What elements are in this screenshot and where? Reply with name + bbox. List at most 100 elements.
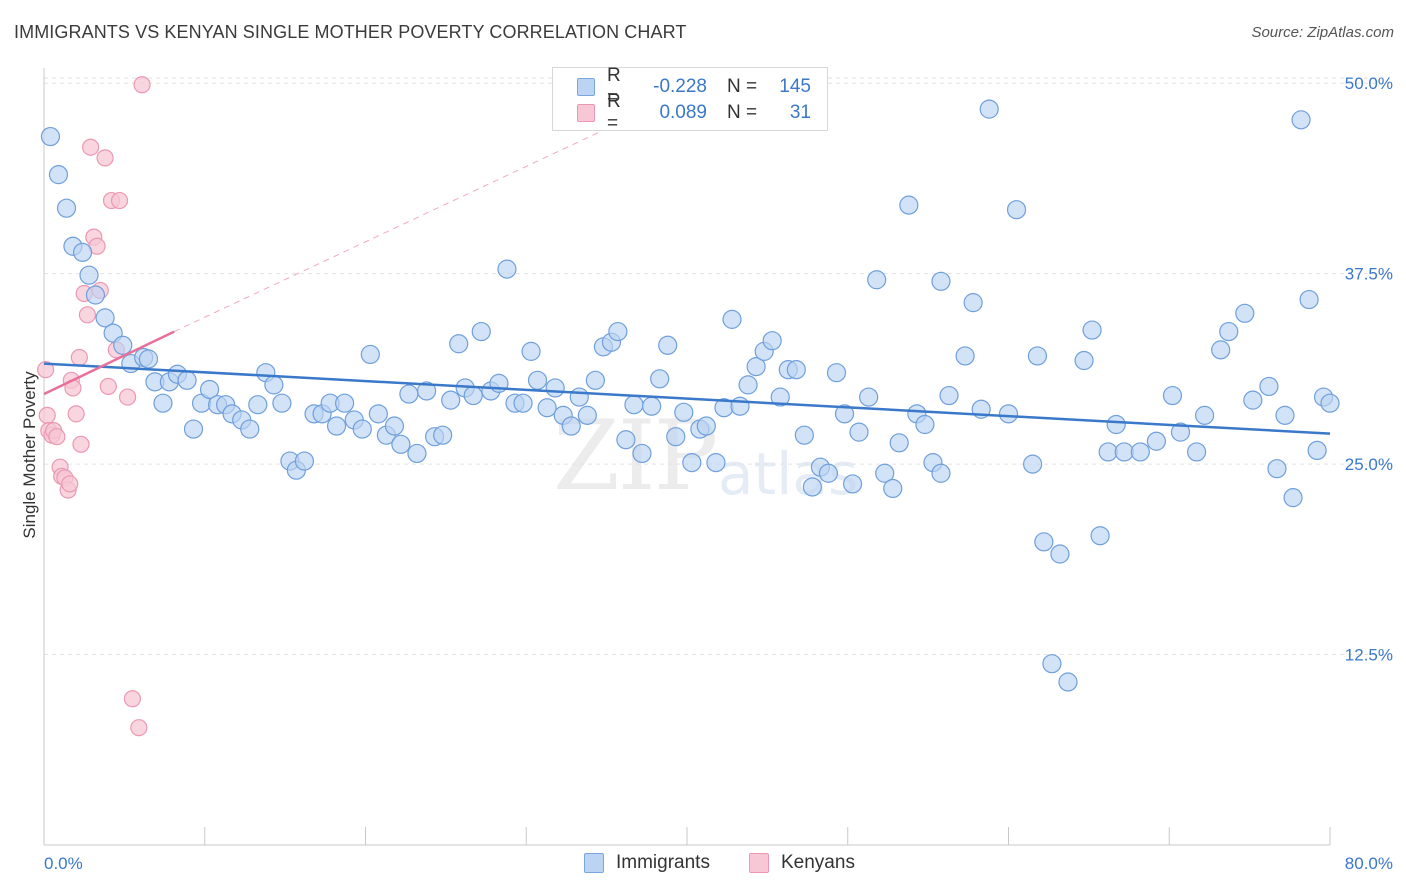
kenyans-point — [99, 377, 117, 396]
immigrants-point — [1042, 654, 1062, 674]
immigrants-point — [762, 331, 782, 351]
legend-label-immigrants: Immigrants — [616, 852, 710, 873]
immigrants-point — [40, 126, 61, 147]
immigrants-point — [1243, 390, 1263, 410]
n-value-kenyans: 31 — [789, 102, 811, 123]
immigrants-point — [1283, 488, 1303, 508]
immigrants-point — [794, 425, 814, 445]
immigrants-point — [867, 270, 887, 290]
immigrants-point — [272, 393, 292, 413]
immigrants-point — [738, 375, 758, 395]
r-value-immigrants: -0.228 — [653, 76, 707, 97]
kenyans-point — [130, 719, 148, 737]
kenyans-point — [96, 149, 114, 167]
immigrants-point — [1170, 422, 1191, 442]
immigrants-point — [471, 321, 491, 342]
immigrants-point — [537, 398, 557, 418]
immigrants-point — [666, 427, 686, 447]
immigrants-point — [407, 443, 427, 464]
immigrants-point — [199, 379, 220, 400]
chart-title: IMMIGRANTS VS KENYAN SINGLE MOTHER POVER… — [14, 22, 687, 42]
immigrants-point — [95, 308, 115, 328]
immigrants-point — [79, 265, 99, 285]
immigrants-trend-line — [43, 362, 1331, 435]
immigrants-point — [616, 430, 636, 450]
immigrants-point — [561, 416, 581, 436]
immigrants-point — [931, 463, 951, 483]
immigrants-point — [899, 195, 919, 215]
legend-label-kenyans: Kenyans — [781, 852, 855, 873]
legend-item-immigrants[interactable]: Immigrants — [584, 852, 710, 874]
kenyans-point — [38, 406, 56, 424]
n-label: N = — [727, 76, 758, 97]
immigrants-point — [48, 165, 69, 185]
immigrants-point — [360, 344, 380, 365]
kenyans-point — [48, 428, 66, 446]
immigrants-point — [585, 370, 605, 390]
immigrants-point — [786, 360, 806, 380]
legend-item-kenyans[interactable]: Kenyans — [749, 852, 855, 874]
kenyans-point — [72, 435, 90, 453]
n-value-immigrants: 145 — [779, 76, 811, 97]
immigrants-point — [770, 387, 790, 407]
source-label: Source: ZipAtlas.com — [1251, 24, 1394, 41]
immigrants-point — [1058, 672, 1078, 692]
immigrants-point — [642, 396, 662, 416]
immigrants-point — [998, 404, 1019, 424]
immigrants-point — [240, 419, 260, 439]
r-label: R = — [607, 65, 621, 108]
immigrants-point — [632, 443, 652, 464]
r-label: R = — [607, 91, 621, 134]
immigrants-point — [859, 387, 879, 407]
immigrants-point — [527, 370, 548, 390]
immigrants-point — [834, 404, 855, 424]
kenyans-swatch — [577, 104, 595, 122]
immigrants-point — [569, 387, 589, 407]
kenyans-trend-extension — [173, 105, 656, 333]
x-axis-ticks — [204, 827, 1331, 845]
immigrants-point — [153, 393, 173, 413]
kenyans-trend-line — [43, 330, 175, 396]
immigrants-point — [1162, 385, 1183, 406]
immigrants-point — [658, 335, 678, 355]
immigrants-point — [1082, 320, 1102, 340]
kenyans-point — [82, 138, 100, 156]
legend-row-immigrants: R = -0.228 N = 145 — [577, 65, 811, 108]
y-tick-label: 50.0% — [1345, 74, 1393, 93]
immigrants-point — [113, 335, 133, 355]
r-value-kenyans: 0.089 — [659, 102, 707, 123]
immigrants-point — [1006, 200, 1027, 220]
kenyans-point — [123, 690, 142, 708]
trend-lines — [43, 105, 1331, 435]
stats-legend: R = -0.228 N = 145 R = 0.089 N = 31 — [552, 65, 828, 134]
grid-lines — [44, 77, 1390, 656]
kenyans-legend-swatch — [749, 853, 769, 873]
y-tick-label: 12.5% — [1345, 646, 1393, 665]
immigrants-point — [746, 357, 766, 377]
y-tick-label: 25.0% — [1345, 455, 1393, 474]
kenyans-point — [70, 348, 88, 367]
immigrants-legend-swatch — [584, 853, 604, 873]
kenyans-point — [133, 76, 151, 94]
kenyans-point — [67, 405, 85, 423]
immigrants-point — [979, 99, 999, 119]
immigrants-swatch — [577, 78, 595, 96]
immigrants-point — [1146, 431, 1166, 451]
immigrants-point — [449, 334, 469, 354]
immigrants-point — [416, 381, 437, 401]
immigrants-point — [1050, 544, 1070, 564]
immigrants-point — [1027, 346, 1048, 366]
kenyans-point — [61, 475, 79, 493]
immigrants-point — [1219, 321, 1239, 342]
immigrants-point — [931, 271, 951, 291]
y-tick-label: 37.5% — [1345, 265, 1393, 284]
immigrants-point — [177, 370, 197, 390]
x-tick-label-max: 80.0% — [1345, 854, 1393, 873]
immigrants-point — [1023, 454, 1043, 474]
immigrants-point — [963, 293, 983, 313]
immigrants-point — [722, 309, 742, 329]
y-tick-labels: 12.5% 25.0% 37.5% 50.0% — [1345, 74, 1393, 664]
x-tick-label-min: 0.0% — [44, 854, 83, 873]
immigrants-point — [441, 390, 461, 410]
